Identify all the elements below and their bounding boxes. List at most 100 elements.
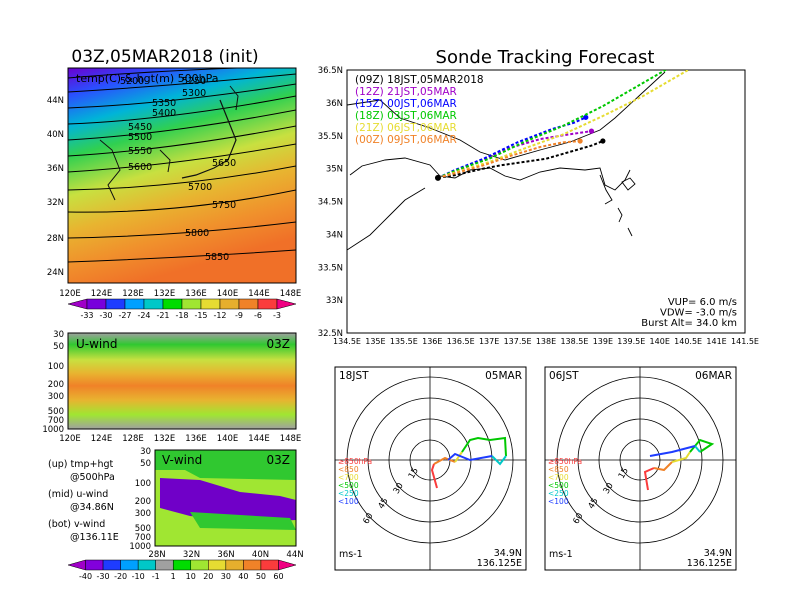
- wind-colorbar-label: 10: [186, 572, 196, 581]
- uwind-lon-ticks: 120E 124E 128E 132E 136E 140E 144E 148E: [59, 434, 301, 444]
- wind-color-swatch: [102, 559, 121, 571]
- wind-colorbar-label: -20: [114, 572, 127, 581]
- hodograph-trace: [671, 451, 691, 463]
- temp-colorbar-label: -6: [254, 311, 262, 320]
- lon-tick-label: 134.5E: [333, 337, 361, 346]
- hodograph-level-label: <100: [338, 497, 359, 506]
- wind-color-swatch: [137, 559, 156, 571]
- wind-colorbar-label: -10: [132, 572, 145, 581]
- hodograph-trace: [454, 451, 463, 463]
- lat-tick-label: 28N: [47, 234, 64, 244]
- temp-colorbar-label: -3: [273, 311, 281, 320]
- hodograph-lon: 136.125E: [477, 558, 522, 569]
- track-legend-entry: (00Z) 09JST,06MAR: [355, 134, 457, 146]
- lon-tick-label: 138E: [536, 337, 556, 346]
- track-legend-entry: (09Z) 18JST,05MAR2018: [355, 74, 484, 86]
- lon-tick-label: 148E: [280, 434, 302, 444]
- pressure-tick-label: 700: [135, 533, 151, 543]
- wind-colorbar-label: -40: [79, 572, 92, 581]
- hodograph-level-label: <850: [548, 465, 569, 474]
- track-endpoint: [577, 138, 583, 144]
- wind-color-swatch: [85, 559, 104, 571]
- hodograph-time: 18JST: [339, 370, 369, 382]
- lon-tick-label: 135.5E: [390, 337, 418, 346]
- wind-colorbar: -40 -30 -20 -10 -1 1 10 20 30 40 50 60: [67, 559, 297, 581]
- hodograph-lat: 34.9N: [704, 548, 732, 559]
- lat-tick-label: 36.5N: [318, 66, 343, 76]
- lat-tick-label: 40N: [47, 130, 64, 140]
- lon-tick-label: 148E: [280, 289, 302, 299]
- wind-color-swatch: [120, 559, 139, 571]
- lat-tick-label: 36N: [217, 550, 234, 560]
- track-info-line: VDW= -3.0 m/s: [660, 308, 737, 319]
- contour-label: 5450: [128, 122, 152, 133]
- lat-tick-label: 32.5N: [318, 329, 343, 339]
- pressure-tick-label: 500: [135, 524, 151, 534]
- hodograph-level-label: <500: [338, 481, 359, 490]
- legend-line: (mid) u-wind: [48, 489, 108, 500]
- hodograph-trace: [433, 456, 456, 465]
- contour-label: 5200: [120, 76, 144, 87]
- track-line: [437, 70, 690, 179]
- ring-label: 30: [392, 481, 406, 495]
- contour-label: 5700: [188, 182, 212, 193]
- temp-colorbar-label: -12: [213, 311, 226, 320]
- hodograph-level-label: <850: [338, 465, 359, 474]
- vwind-panel: V-wind 03Z: [154, 449, 297, 547]
- temp-color-swatch: [238, 298, 259, 310]
- lon-tick-label: 136E: [422, 337, 442, 346]
- lat-tick-label: 33N: [326, 296, 343, 306]
- temp-colorbar-label: -27: [118, 311, 131, 320]
- hodograph-ring: [346, 376, 514, 544]
- panel-legend: (up) tmp+hgt @500hPa (mid) u-wind @34.86N (b…: [48, 459, 119, 543]
- temp-colorbar-label: -15: [194, 311, 207, 320]
- temp-color-swatch: [162, 298, 183, 310]
- ring-label: 60: [571, 512, 585, 526]
- hodograph-ring: [577, 397, 703, 523]
- track-line: [437, 116, 587, 179]
- hodograph-trace: [491, 455, 507, 466]
- hodograph-unit: ms-1: [549, 549, 573, 560]
- temp-color-swatch: [143, 298, 164, 310]
- vwind-label: V-wind: [162, 453, 202, 467]
- left-title: 03Z,05MAR2018 (init): [71, 47, 258, 67]
- track-endpoint: [583, 114, 589, 120]
- legend-line: (up) tmp+hgt: [48, 459, 114, 470]
- temp-color-swatch: [219, 298, 240, 310]
- temp-colorbar-label: -9: [235, 311, 243, 320]
- lat-tick-label: 35N: [326, 165, 343, 175]
- ring-label: 45: [377, 496, 391, 510]
- hodograph-level-label: <100: [548, 497, 569, 506]
- ring-label: 15: [617, 466, 631, 480]
- lat-tick-label: 32N: [183, 550, 200, 560]
- legend-line: @34.86N: [70, 502, 114, 513]
- temp-color-swatch: [200, 298, 221, 310]
- left-lon-ticks: 120E 124E 128E 132E 136E 140E 144E 148E: [59, 289, 301, 299]
- hodograph-date: 06MAR: [695, 370, 732, 382]
- lon-tick-label: 140E: [217, 434, 239, 444]
- hodograph-level-label: <700: [338, 473, 359, 482]
- temp-color-swatch: [105, 298, 126, 310]
- temp-colorbar-label: -24: [137, 311, 150, 320]
- lon-tick-label: 139.5E: [617, 337, 645, 346]
- contour-label: 5500: [128, 132, 152, 143]
- hodograph-level-label: ≥850hPa: [548, 457, 582, 466]
- lon-tick-label: 138.5E: [560, 337, 588, 346]
- contour-label: 5350: [152, 98, 176, 109]
- lon-tick-label: 128E: [122, 434, 144, 444]
- lon-tick-label: 137.5E: [504, 337, 532, 346]
- lon-tick-label: 124E: [91, 434, 113, 444]
- pressure-tick-label: 100: [135, 479, 151, 489]
- pressure-tick-label: 30: [140, 447, 151, 457]
- hodograph-level-label: ≥850hPa: [338, 457, 372, 466]
- temp-color-swatch: [86, 298, 107, 310]
- temp-color-swatch: [257, 298, 278, 310]
- lon-tick-label: 139E: [593, 337, 613, 346]
- track-map: (09Z) 18JST,05MAR2018(12Z) 21JST,05MAR(1…: [346, 69, 746, 334]
- lon-tick-label: 136E: [185, 434, 207, 444]
- lat-tick-label: 34.5N: [318, 198, 343, 208]
